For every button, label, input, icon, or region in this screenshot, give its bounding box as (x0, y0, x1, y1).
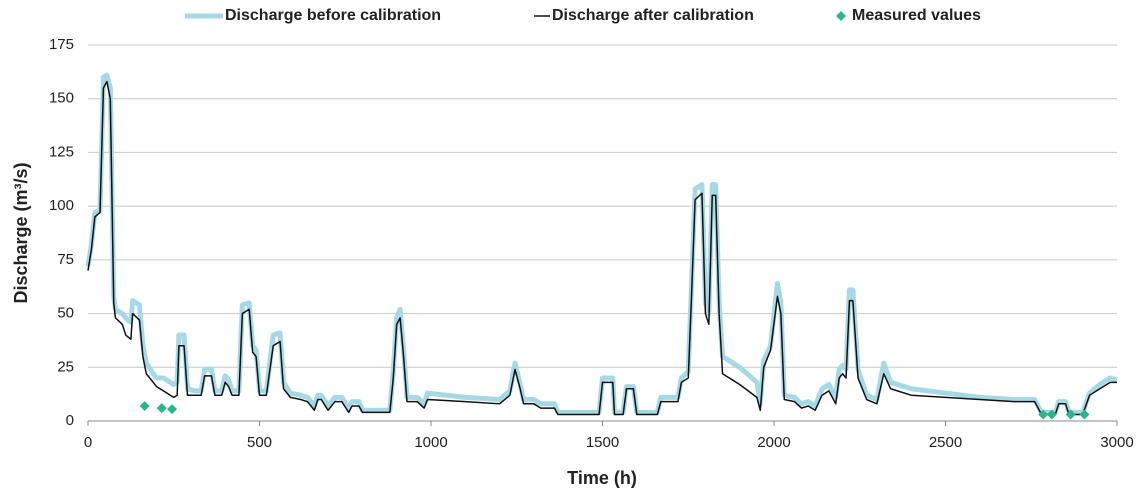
y-tick-label: 50 (57, 305, 74, 322)
data-point (1038, 409, 1049, 420)
y-tick-label: 25 (57, 358, 74, 375)
legend-swatch (836, 11, 846, 21)
data-point (1079, 409, 1090, 420)
x-tick-label: 2500 (929, 434, 962, 451)
y-tick-label: 0 (66, 412, 74, 429)
y-axis-title: Discharge (m³/s) (11, 162, 31, 303)
y-tick-label: 125 (49, 143, 74, 160)
x-tick-label: 0 (84, 434, 92, 451)
legend-label: Discharge after calibration (552, 7, 754, 24)
data-point (167, 404, 178, 415)
x-tick-label: 1500 (586, 434, 619, 451)
y-tick-label: 75 (57, 251, 74, 268)
x-axis-title: Time (h) (567, 468, 637, 488)
x-tick-label: 500 (247, 434, 272, 451)
y-tick-label: 150 (49, 90, 74, 107)
data-point (139, 400, 150, 411)
data-line (85, 72, 1118, 415)
x-tick-label: 2000 (757, 434, 790, 451)
data-point (1046, 409, 1057, 420)
x-tick-label: 3000 (1100, 434, 1133, 451)
y-tick-label: 175 (49, 36, 74, 53)
data-line (87, 80, 1117, 416)
y-tick-label: 100 (49, 197, 74, 214)
x-tick-label: 1000 (414, 434, 447, 451)
data-point (1065, 409, 1076, 420)
legend-label: Discharge before calibration (225, 7, 441, 24)
data-point (156, 403, 167, 414)
legend-label: Measured values (852, 7, 981, 24)
